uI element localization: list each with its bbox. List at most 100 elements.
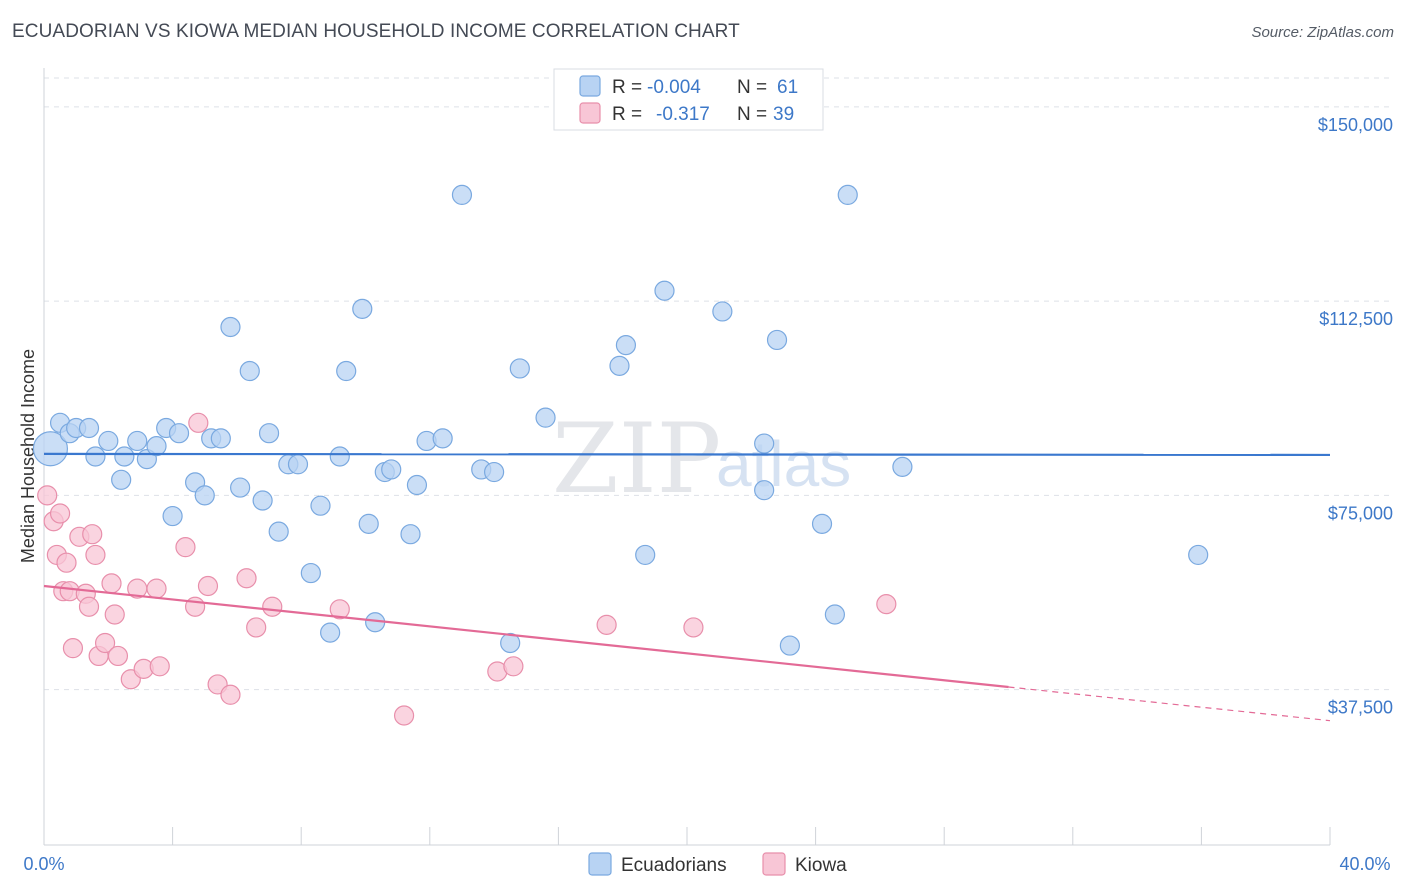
series-swatch-kiowa xyxy=(762,852,786,876)
ecuadorian-point-43 xyxy=(484,461,505,483)
ecuadorian-point-37 xyxy=(400,524,421,545)
ecuadorian-point-58 xyxy=(837,184,858,206)
kiowa-point-25 xyxy=(188,412,209,433)
ecuadorian-point-44 xyxy=(500,632,521,654)
kiowa-point-23 xyxy=(175,537,196,558)
kiowa-point-32 xyxy=(329,599,350,620)
legend-n-label-2: N = xyxy=(737,104,767,125)
ecuadorian-point-57 xyxy=(824,604,845,625)
series-legend: Ecuadorians Kiowa xyxy=(588,852,847,876)
legend-r-value-2: -0.317 xyxy=(656,104,710,125)
ecuadorian-point-53 xyxy=(754,433,775,454)
ecuadorian-point-16 xyxy=(194,485,215,506)
ecuadorian-point-8 xyxy=(114,446,135,467)
x-tick-label-min: 0.0% xyxy=(23,854,64,874)
chart-title: ECUADORIAN VS KIOWA MEDIAN HOUSEHOLD INC… xyxy=(12,21,740,42)
x-tick-marks xyxy=(172,827,1331,845)
source-label: Source: ZipAtlas.com xyxy=(1251,24,1394,41)
ecuadorian-point-55 xyxy=(779,635,800,656)
legend-r-value-1: -0.004 xyxy=(647,77,701,98)
ecuadorian-point-54 xyxy=(766,329,788,351)
ecuadorian-point-33 xyxy=(358,513,379,534)
ecuadorian-point-50 xyxy=(654,280,675,301)
kiowa-point-26 xyxy=(197,575,219,597)
series-swatch-ecuadorians xyxy=(588,852,612,876)
kiowa-point-10 xyxy=(78,596,100,617)
y-tick-label-1: $75,000 xyxy=(1328,503,1393,523)
ecuadorian-point-56 xyxy=(811,513,833,534)
ecuadorian-point-5 xyxy=(85,446,106,467)
kiowa-trend-line-dashed xyxy=(1008,686,1331,722)
ecuadorian-point-27 xyxy=(300,562,321,584)
ecuadorian-point-6 xyxy=(98,430,119,452)
kiowa-trend-line xyxy=(43,584,1009,689)
y-tick-label-2: $112,500 xyxy=(1319,309,1393,329)
kiowa-point-36 xyxy=(596,614,617,635)
ecuadorian-point-9 xyxy=(127,430,148,452)
ecuadorian-point-13 xyxy=(162,505,183,527)
ecuadorian-point-49 xyxy=(635,544,656,566)
legend-swatch-pink xyxy=(579,102,601,124)
legend-r-label-1: R = xyxy=(612,77,642,98)
x-tick-label-max: 40.0% xyxy=(1339,854,1390,874)
kiowa-point-16 xyxy=(104,604,125,625)
kiowa-point-31 xyxy=(262,596,283,617)
legend-n-label-1: N = xyxy=(737,77,767,98)
ecuadorian-trend-line xyxy=(43,452,1331,457)
kiowa-point-0 xyxy=(37,485,58,506)
watermark-atlas: atlas xyxy=(716,428,851,500)
ecuadorian-point-52 xyxy=(754,480,775,501)
kiowa-point-33 xyxy=(393,705,415,726)
kiowa-point-12 xyxy=(85,544,106,566)
ecuadorian-point-20 xyxy=(230,477,251,498)
series-label-kiowa: Kiowa xyxy=(795,855,847,876)
kiowa-point-22 xyxy=(149,656,170,677)
kiowa-point-21 xyxy=(146,578,167,599)
y-tick-labels: $37,500 $75,000 $112,500 $150,000 xyxy=(1318,115,1393,718)
ecuadorian-point-22 xyxy=(252,490,273,511)
kiowa-point-28 xyxy=(220,684,241,705)
ecuadorian-point-47 xyxy=(609,355,630,376)
ecuadorian-point-38 xyxy=(406,474,428,496)
kiowa-point-14 xyxy=(94,632,116,654)
ecuadorian-point-59 xyxy=(892,456,913,477)
ecuadorian-point-7 xyxy=(111,469,132,490)
legend-r-label-2: R = xyxy=(612,104,642,125)
kiowa-point-3 xyxy=(49,503,71,524)
kiowa-point-35 xyxy=(503,656,524,677)
y-tick-label-0: $37,500 xyxy=(1328,698,1393,718)
ecuadorian-point-32 xyxy=(352,298,373,319)
ecuadorian-point-48 xyxy=(615,335,637,356)
ecuadorian-point-14 xyxy=(168,423,190,444)
watermark-zip: ZIP xyxy=(552,403,721,515)
kiowa-point-17 xyxy=(107,645,129,667)
ecuadorian-point-60 xyxy=(1188,544,1209,566)
ecuadorian-point-0 xyxy=(32,431,69,467)
kiowa-point-29 xyxy=(236,568,257,589)
ecuadorian-point-23 xyxy=(258,423,280,444)
ecuadorian-point-36 xyxy=(381,459,402,480)
kiowa-point-37 xyxy=(683,617,704,638)
legend-n-value-1: 61 xyxy=(777,77,798,98)
ecuadorian-point-40 xyxy=(432,428,453,449)
y-tick-label-3: $150,000 xyxy=(1318,115,1393,135)
ecuadorian-point-29 xyxy=(320,622,341,643)
ecuadorian-point-26 xyxy=(287,454,309,475)
kiowa-point-5 xyxy=(56,552,77,573)
points-layer xyxy=(32,184,1209,726)
ecuadorian-point-24 xyxy=(268,521,289,542)
ecuadorian-point-4 xyxy=(78,417,100,439)
kiowa-point-7 xyxy=(62,638,84,659)
ecuadorian-point-18 xyxy=(210,428,231,449)
legend-swatch-blue xyxy=(579,75,601,97)
ecuadorian-point-45 xyxy=(509,358,530,379)
trend-layer xyxy=(43,452,1331,722)
ecuadorian-point-28 xyxy=(310,495,331,516)
kiowa-point-11 xyxy=(82,524,103,545)
ecuadorian-point-19 xyxy=(220,316,241,338)
kiowa-point-30 xyxy=(246,617,267,638)
ecuadorian-point-41 xyxy=(451,184,473,206)
legend-n-value-2: 39 xyxy=(773,104,794,125)
ecuadorian-point-31 xyxy=(336,360,357,382)
ecuadorian-point-30 xyxy=(329,446,350,467)
